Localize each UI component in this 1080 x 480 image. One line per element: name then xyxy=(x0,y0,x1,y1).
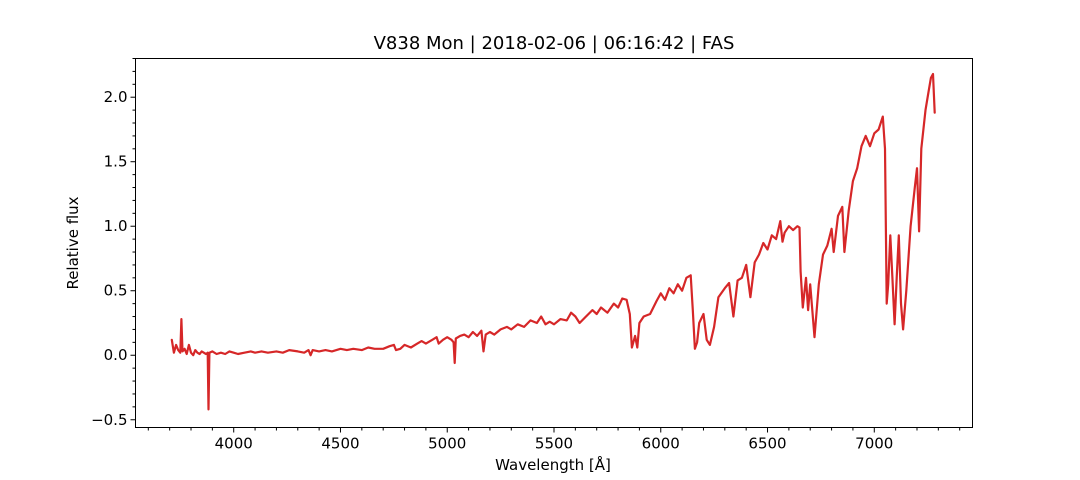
y-tick-label: 0.5 xyxy=(104,282,128,300)
spectrum-line xyxy=(170,72,936,411)
x-tick-label: 5000 xyxy=(428,435,466,453)
x-tick-label: 4500 xyxy=(321,435,359,453)
x-tick-label: 5500 xyxy=(535,435,573,453)
x-tick-label: 6500 xyxy=(748,435,786,453)
series-layer xyxy=(170,72,936,411)
x-tick-label: 4000 xyxy=(215,435,253,453)
plot-area xyxy=(135,58,973,428)
y-axis-label: Relative flux xyxy=(64,196,82,289)
chart-title: V838 Mon | 2018-02-06 | 06:16:42 | FAS xyxy=(374,33,735,54)
y-tick-label: 0.0 xyxy=(104,346,128,364)
y-tick-label: 1.0 xyxy=(104,217,128,235)
y-tick-label: −0.5 xyxy=(91,411,127,429)
x-axis: 4000 4500 5000 5500 6000 6500 7000 xyxy=(147,427,961,453)
x-axis-label: Wavelength [Å] xyxy=(495,455,611,474)
y-axis: −0.5 0.0 0.5 1.0 1.5 2.0 xyxy=(91,58,136,429)
x-tick-label: 7000 xyxy=(855,435,893,453)
x-tick-label: 6000 xyxy=(642,435,680,453)
plot-frame xyxy=(135,58,973,428)
y-tick-label: 1.5 xyxy=(104,153,128,171)
y-tick-label: 2.0 xyxy=(104,88,128,106)
